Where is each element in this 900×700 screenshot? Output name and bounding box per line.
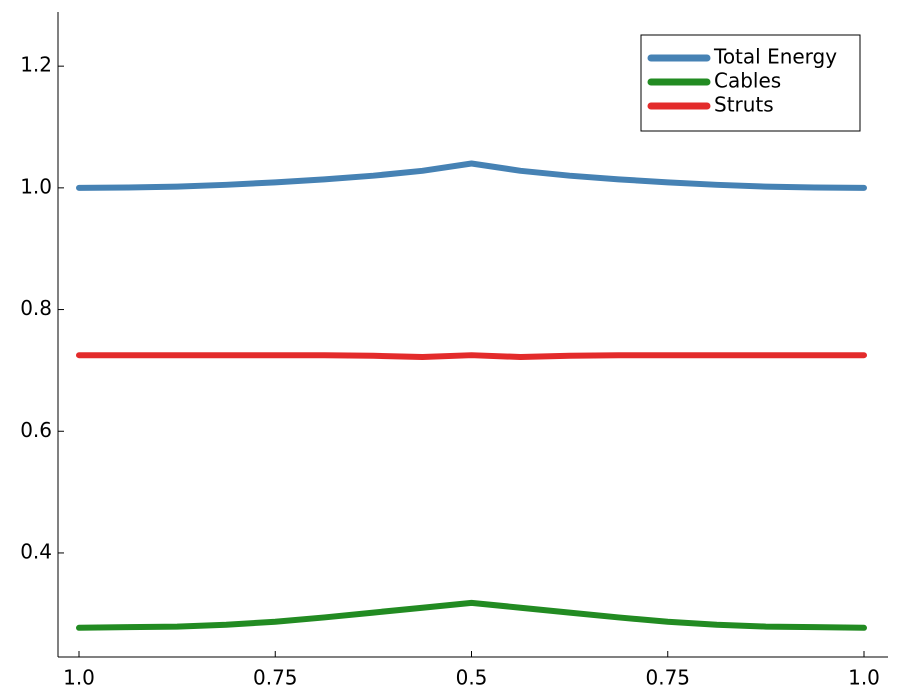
y-tick-label: 0.8 <box>20 296 52 320</box>
x-tick-label: 1.0 <box>63 666 95 690</box>
series-line <box>76 599 867 631</box>
y-tick-label: 1.2 <box>20 53 52 77</box>
x-tick-label: 0.75 <box>253 666 298 690</box>
x-tick-label: 0.75 <box>645 666 690 690</box>
x-tick-label: 1.0 <box>848 666 880 690</box>
series-line <box>76 352 867 361</box>
legend-label: Total Energy <box>713 45 837 69</box>
y-tick-label: 0.6 <box>20 418 52 442</box>
legend-label: Cables <box>714 69 781 93</box>
x-tick-label: 0.5 <box>456 666 488 690</box>
y-tick-label: 1.0 <box>20 174 52 198</box>
y-tick-label: 0.4 <box>20 539 52 563</box>
legend-label: Struts <box>714 93 774 117</box>
series-line <box>76 160 867 191</box>
